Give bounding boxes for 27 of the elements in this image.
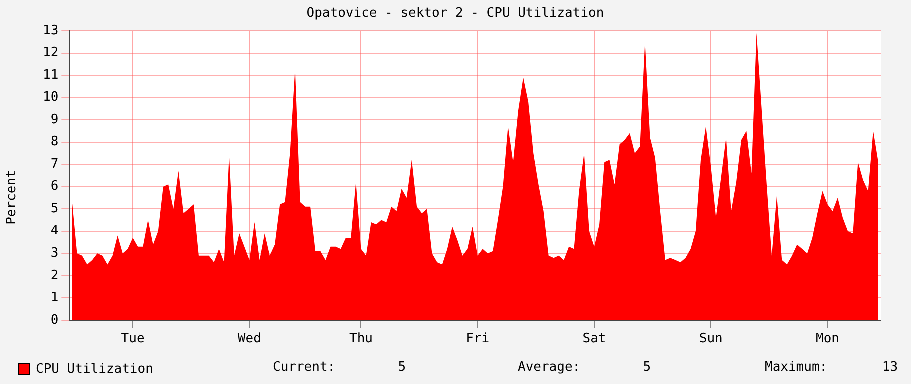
- y-tick-label: 2: [50, 268, 59, 284]
- x-tick-label: Tue: [121, 332, 145, 347]
- x-tick-label: Sat: [582, 332, 606, 347]
- y-tick-label: 10: [42, 90, 59, 106]
- y-axis-title: Percent: [4, 169, 20, 227]
- y-tick-label: 9: [50, 112, 59, 128]
- x-tick-label: Wed: [238, 332, 262, 347]
- x-tick-label: Thu: [349, 332, 373, 347]
- y-tick-label: 0: [50, 312, 59, 328]
- y-tick-label: 6: [50, 179, 59, 194]
- text: Average: 5: [518, 360, 652, 375]
- y-tick-label: 1: [50, 290, 59, 306]
- y-tick-label: 8: [50, 134, 59, 150]
- legend-label: CPU Utilization: [36, 362, 154, 376]
- y-tick-label: 3: [50, 246, 59, 261]
- y-tick-label: 5: [50, 201, 59, 216]
- y-tick-label: 11: [42, 68, 59, 83]
- y-tick-label: 7: [50, 156, 59, 172]
- x-tick-label: Sun: [699, 332, 723, 347]
- y-tick-label: 13: [42, 23, 59, 38]
- y-tick-label: 4: [50, 224, 59, 239]
- x-tick-label: Mon: [816, 332, 840, 347]
- chart-title: Opatovice - sektor 2 - CPU Utilization: [306, 6, 606, 21]
- text: Maximum: 13: [765, 360, 898, 375]
- x-tick-label: Fri: [466, 332, 490, 347]
- text: Current: 5: [273, 360, 406, 375]
- y-tick-label: 12: [42, 46, 59, 61]
